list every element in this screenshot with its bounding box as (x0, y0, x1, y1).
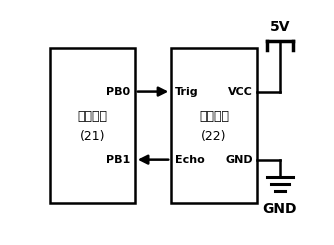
Text: VCC: VCC (228, 86, 253, 97)
Text: GND: GND (263, 202, 297, 216)
Text: 测距单元: 测距单元 (199, 110, 229, 123)
Text: Trig: Trig (175, 86, 199, 97)
Bar (49, 48, 135, 203)
Text: GND: GND (225, 155, 253, 165)
Text: (21): (21) (79, 130, 105, 143)
Bar (171, 48, 257, 203)
Text: 5V: 5V (270, 20, 290, 34)
Text: PB1: PB1 (106, 155, 130, 165)
Text: 主控单元: 主控单元 (77, 110, 107, 123)
Text: PB0: PB0 (106, 86, 130, 97)
Text: Echo: Echo (175, 155, 205, 165)
Text: (22): (22) (201, 130, 227, 143)
